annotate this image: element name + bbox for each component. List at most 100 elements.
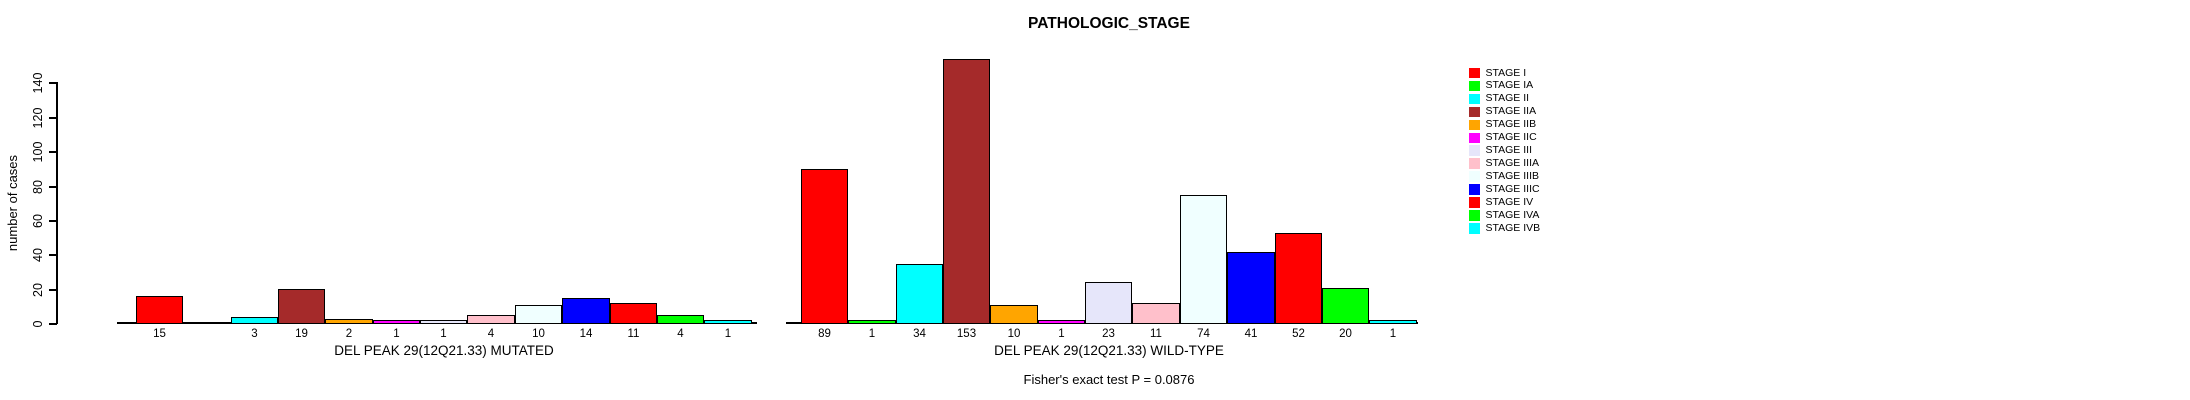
bar-mutated-stage-iva [657,315,704,324]
bar-mutated-stage-iib [325,319,373,324]
y-tick-label-0: 0 [31,320,45,328]
y-tick-0 [49,323,57,325]
x-axis-title-mutated: DEL PEAK 29(12Q21.33) MUTATED [334,343,554,358]
bar-wild-type-stage-ii [896,264,943,324]
legend-label-stage-iiia: STAGE IIIA [1485,157,1539,170]
bar-value-wild-type-stage-iic: 1 [1058,328,1065,340]
legend-swatch-stage-iv [1469,197,1480,208]
legend-label-stage-iiic: STAGE IIIC [1485,183,1540,196]
bar-value-wild-type-stage-ii: 34 [913,328,926,340]
y-tick-label-100: 100 [31,141,45,163]
legend-item-stage-iia: STAGE IIA [1469,105,1536,118]
legend-swatch-stage-ivb [1469,223,1480,234]
legend-item-stage-iiib: STAGE IIIB [1469,170,1539,183]
legend-item-stage-iii: STAGE III [1469,144,1532,157]
bar-mutated-stage-iiib [515,305,562,324]
bar-mutated-stage-ii [231,317,278,324]
legend-item-stage-ia: STAGE IA [1469,79,1533,92]
y-tick-label-60: 60 [31,214,45,228]
legend-swatch-stage-iib [1469,119,1480,131]
legend: STAGE I STAGE IA STAGE II STAGE IIA STAGE II… [1469,0,1629,250]
bar-value-mutated-stage-iiib: 10 [532,328,545,340]
legend-swatch-stage-i [1469,67,1480,79]
legend-item-stage-iiia: STAGE IIIA [1469,157,1539,170]
bar-mutated-stage-iiia [467,315,515,324]
bar-value-wild-type-stage-iia: 153 [956,328,977,340]
bar-wild-type-stage-ivb [1369,320,1417,324]
bar-value-wild-type-stage-iva: 20 [1339,328,1352,340]
legend-swatch-stage-iia [1469,106,1480,118]
y-axis-line [56,82,58,324]
bar-value-wild-type-stage-iii: 23 [1102,328,1115,340]
bar-mutated-stage-iic [373,320,420,324]
y-tick-100 [49,151,57,153]
bar-value-wild-type-stage-i: 89 [818,328,831,340]
bar-wild-type-stage-iva [1322,288,1369,324]
legend-swatch-stage-iiic [1469,184,1480,195]
bar-wild-type-stage-iia [943,59,990,324]
bar-value-mutated-stage-iv: 11 [627,328,640,340]
bar-mutated-stage-iia [278,289,325,324]
chart-title: PATHOLOGIC_STAGE [1028,15,1190,32]
bar-value-mutated-stage-iic: 1 [393,328,400,340]
bar-mutated-stage-iii [420,320,467,324]
bar-value-wild-type-stage-iv: 52 [1292,328,1305,340]
bar-value-wild-type-stage-iiia: 11 [1150,328,1162,340]
y-tick-120 [49,117,57,119]
fisher-test-annotation: Fisher's exact test P = 0.0876 [1023,372,1195,387]
legend-swatch-stage-ii [1469,93,1480,105]
bar-wild-type-stage-iiic [1227,252,1275,324]
bar-wild-type-stage-ia [848,320,896,324]
y-tick-label-20: 20 [31,283,45,297]
legend-label-stage-iic: STAGE IIC [1485,131,1537,144]
legend-swatch-stage-iii [1469,145,1480,156]
legend-item-stage-iic: STAGE IIC [1469,131,1537,144]
bar-mutated-stage-iiic [562,298,610,324]
legend-item-stage-ii: STAGE II [1469,92,1529,105]
legend-label-stage-iia: STAGE IIA [1485,105,1537,118]
bar-wild-type-stage-iib [990,305,1038,324]
legend-label-stage-iib: STAGE IIB [1485,118,1537,131]
y-tick-label-80: 80 [31,180,45,194]
bar-value-mutated-stage-iiia: 4 [487,328,495,340]
legend-label-stage-iva: STAGE IVA [1485,208,1540,221]
y-axis-label: number of cases [5,154,20,252]
bar-mutated-stage-i [136,296,183,324]
bar-value-mutated-stage-iib: 2 [345,328,353,340]
legend-swatch-stage-iiib [1469,171,1480,182]
bar-wild-type-stage-iiib [1180,195,1227,324]
legend-item-stage-iv: STAGE IV [1469,196,1533,209]
bar-value-mutated-stage-ivb: 1 [724,328,732,340]
bar-value-mutated-stage-ii: 3 [251,328,258,340]
bar-value-wild-type-stage-iiic: 41 [1244,328,1258,340]
bar-value-wild-type-stage-iiib: 74 [1197,328,1210,340]
y-tick-label-140: 140 [31,72,45,94]
legend-swatch-stage-ia [1469,80,1480,92]
bar-value-wild-type-stage-ivb: 1 [1389,328,1397,340]
y-tick-60 [49,220,57,222]
legend-item-stage-iva: STAGE IVA [1469,209,1539,222]
legend-item-stage-i: STAGE I [1469,67,1526,80]
y-tick-20 [49,289,57,291]
legend-swatch-stage-iic [1469,132,1480,143]
y-tick-label-40: 40 [31,248,45,262]
bar-value-mutated-stage-i: 15 [153,328,166,340]
bar-value-wild-type-stage-ia: 1 [868,328,876,340]
bar-wild-type-stage-iv [1275,233,1322,324]
legend-item-stage-iib: STAGE IIB [1469,118,1536,131]
bar-wild-type-stage-iiia [1132,303,1180,324]
bar-value-mutated-stage-iia: 19 [295,328,308,340]
y-tick-40 [49,254,57,256]
legend-item-stage-ivb: STAGE IVB [1469,222,1540,235]
legend-label-stage-iv: STAGE IV [1485,196,1534,208]
bar-wild-type-stage-iii [1085,282,1132,324]
bar-wild-type-stage-iic [1038,320,1085,324]
bar-value-mutated-stage-iva: 4 [677,328,684,340]
legend-label-stage-ii: STAGE II [1485,92,1530,105]
legend-label-stage-ia: STAGE IA [1485,79,1534,92]
y-tick-label-120: 120 [31,107,45,129]
legend-label-stage-iiib: STAGE IIIB [1485,170,1539,183]
x-axis-title-wild-type: DEL PEAK 29(12Q21.33) WILD-TYPE [994,343,1224,358]
bar-value-mutated-stage-iiic: 14 [579,328,593,340]
